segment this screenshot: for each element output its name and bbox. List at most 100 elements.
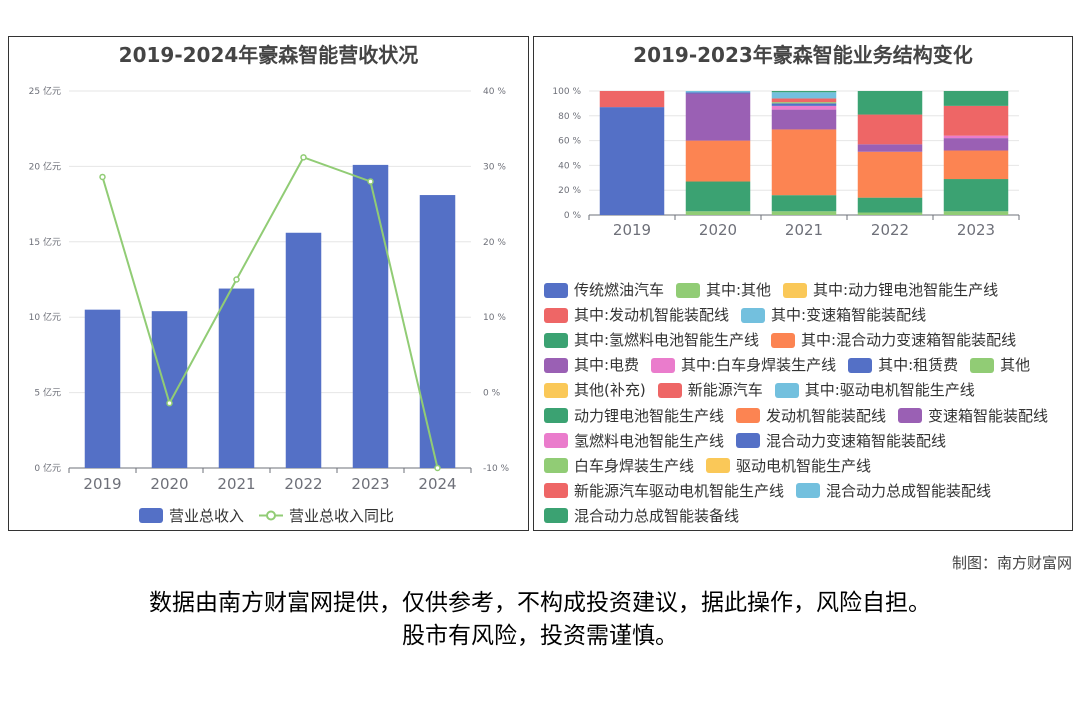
revenue-bar[interactable] bbox=[218, 288, 255, 468]
stack-segment[interactable] bbox=[685, 93, 751, 141]
legend-item[interactable]: 其中:发动机智能装配线 bbox=[544, 306, 729, 324]
stack-segment[interactable] bbox=[857, 197, 923, 213]
legend-swatch bbox=[544, 282, 568, 298]
legend-label: 混合动力总成智能装配线 bbox=[826, 481, 992, 500]
revenue-chart-svg: 0 亿元 5 亿元 10 亿元 15 亿元 20 亿元 25 亿元 -10 % 0 % 10 %… bbox=[29, 85, 510, 493]
legend-item[interactable]: 氢燃料电池智能生产线 bbox=[544, 432, 724, 450]
legend-label: 其中:其他 bbox=[706, 281, 772, 299]
legend-item[interactable]: 其他(补充) bbox=[544, 381, 646, 399]
legend-swatch bbox=[544, 357, 568, 373]
stack-segment[interactable] bbox=[771, 195, 837, 212]
revenue-bar[interactable] bbox=[84, 309, 121, 468]
stack-segment[interactable] bbox=[771, 91, 837, 93]
legend-item[interactable]: 其中:驱动电机智能生产线 bbox=[774, 381, 975, 400]
stack-segment[interactable] bbox=[599, 107, 665, 215]
legend-yoy[interactable]: 营业总收入同比 bbox=[259, 505, 394, 526]
legend-item[interactable]: 混合动力变速箱智能装配线 bbox=[736, 432, 946, 450]
stack-segment[interactable] bbox=[685, 91, 751, 93]
x-tick-label: 2024 bbox=[418, 475, 456, 493]
chart-credit: 制图：南方财富网 bbox=[951, 554, 1072, 572]
y-tick-label: 0 % bbox=[564, 211, 582, 221]
stack-segment[interactable] bbox=[943, 91, 1009, 106]
stack-segment[interactable] bbox=[857, 144, 923, 152]
legend-revenue-label: 营业总收入 bbox=[169, 507, 245, 525]
y-right-tick-label: 30 % bbox=[483, 162, 506, 172]
legend-item[interactable]: 动力锂电池智能生产线 bbox=[544, 407, 724, 425]
x-tick-label: 2022 bbox=[284, 475, 322, 493]
revenue-bar[interactable] bbox=[419, 195, 456, 468]
legend-item[interactable]: 新能源汽车驱动电机智能生产线 bbox=[544, 482, 784, 500]
stack-segment[interactable] bbox=[771, 129, 837, 196]
stack-segment[interactable] bbox=[685, 92, 751, 94]
stack-segment[interactable] bbox=[943, 105, 1009, 136]
legend-swatch bbox=[898, 408, 922, 423]
legend-item[interactable]: 其他 bbox=[970, 356, 1030, 374]
legend-item[interactable]: 其中:氢燃料电池智能生产线 bbox=[544, 331, 759, 349]
stack-segment[interactable] bbox=[943, 211, 1009, 215]
legend-item[interactable]: 其中:变速箱智能装配线 bbox=[741, 306, 926, 324]
stack-segment[interactable] bbox=[771, 211, 837, 215]
legend-item[interactable]: 传统燃油汽车 bbox=[544, 281, 664, 299]
legend-item[interactable]: 混合动力总成智能装配线 bbox=[796, 482, 991, 500]
stack-segment[interactable] bbox=[943, 135, 1009, 139]
y-left-tick-label: 15 亿元 bbox=[29, 236, 61, 248]
stack-segment[interactable] bbox=[771, 102, 837, 104]
legend-label: 新能源汽车 bbox=[687, 381, 763, 400]
legend-item[interactable]: 变速箱智能装配线 bbox=[898, 407, 1048, 425]
stack-segment[interactable] bbox=[599, 91, 665, 108]
stack-segment[interactable] bbox=[685, 140, 751, 182]
legend-item[interactable]: 其中:电费 bbox=[544, 356, 639, 374]
legend-item[interactable]: 驱动电机智能生产线 bbox=[706, 457, 871, 475]
revenue-bar[interactable] bbox=[151, 311, 188, 468]
x-tick-label: 2022 bbox=[871, 221, 909, 239]
stack-segment[interactable] bbox=[857, 212, 923, 215]
x-tick-label: 2021 bbox=[785, 221, 823, 239]
legend-item[interactable]: 发动机智能装配线 bbox=[736, 407, 886, 425]
legend-item[interactable]: 其中:其他 bbox=[676, 281, 771, 299]
legend-swatch bbox=[544, 433, 568, 449]
stack-segment[interactable] bbox=[943, 179, 1009, 212]
x-tick-label: 2023 bbox=[957, 221, 995, 239]
yoy-point[interactable] bbox=[367, 178, 374, 185]
yoy-point[interactable] bbox=[233, 276, 240, 283]
x-tick-label: 2020 bbox=[699, 221, 737, 239]
stack-segment[interactable] bbox=[771, 105, 837, 110]
stack-segment[interactable] bbox=[771, 98, 837, 103]
legend-item[interactable]: 混合动力总成智能装备线 bbox=[544, 507, 739, 525]
legend-item[interactable]: 其中:混合动力变速箱智能装配线 bbox=[771, 331, 1016, 349]
stack-segment[interactable] bbox=[943, 138, 1009, 151]
stack-segment[interactable] bbox=[685, 181, 751, 212]
stack-segment[interactable] bbox=[943, 150, 1009, 180]
legend-item[interactable]: 其中:租赁费 bbox=[848, 356, 958, 374]
yoy-point[interactable] bbox=[300, 154, 307, 161]
stack-segment[interactable] bbox=[857, 114, 923, 145]
legend-label: 其中:动力锂电池智能生产线 bbox=[813, 281, 999, 299]
stack-segment[interactable] bbox=[685, 211, 751, 215]
revenue-bar[interactable] bbox=[352, 164, 389, 468]
legend-item[interactable]: 新能源汽车 bbox=[657, 381, 763, 400]
legend-label: 新能源汽车驱动电机智能生产线 bbox=[574, 481, 785, 500]
yoy-point[interactable] bbox=[434, 464, 441, 472]
yoy-point[interactable] bbox=[99, 173, 106, 181]
legend-label: 其他 bbox=[1000, 356, 1031, 375]
stack-segment[interactable] bbox=[771, 92, 837, 99]
legend-label: 其中:驱动电机智能生产线 bbox=[804, 381, 975, 400]
legend-swatch bbox=[651, 357, 676, 373]
legend-label: 白车身焊装生产线 bbox=[574, 456, 695, 475]
disclaimer-line-1: 数据由南方财富网提供，仅供参考，不构成投资建议，据此操作，风险自担。 bbox=[149, 590, 931, 616]
legend-item[interactable]: 其中:动力锂电池智能生产线 bbox=[783, 281, 998, 299]
revenue-bar[interactable] bbox=[285, 232, 322, 468]
yoy-point[interactable] bbox=[166, 399, 173, 407]
stack-segment[interactable] bbox=[857, 91, 923, 115]
legend-swatch bbox=[676, 282, 700, 298]
legend-item[interactable]: 其中:白车身焊装生产线 bbox=[651, 356, 836, 374]
legend-item[interactable]: 白车身焊装生产线 bbox=[544, 457, 694, 475]
y-left-tick-label: 5 亿元 bbox=[34, 387, 61, 399]
legend-label: 其中:变速箱智能装配线 bbox=[771, 306, 927, 325]
stack-segment[interactable] bbox=[857, 151, 923, 198]
stack-segment[interactable] bbox=[771, 109, 837, 130]
legend-swatch bbox=[736, 408, 760, 423]
stack-segment[interactable] bbox=[771, 103, 837, 106]
legend-yoy-label: 营业总收入同比 bbox=[289, 507, 395, 525]
legend-revenue[interactable]: 营业总收入 bbox=[139, 505, 244, 526]
